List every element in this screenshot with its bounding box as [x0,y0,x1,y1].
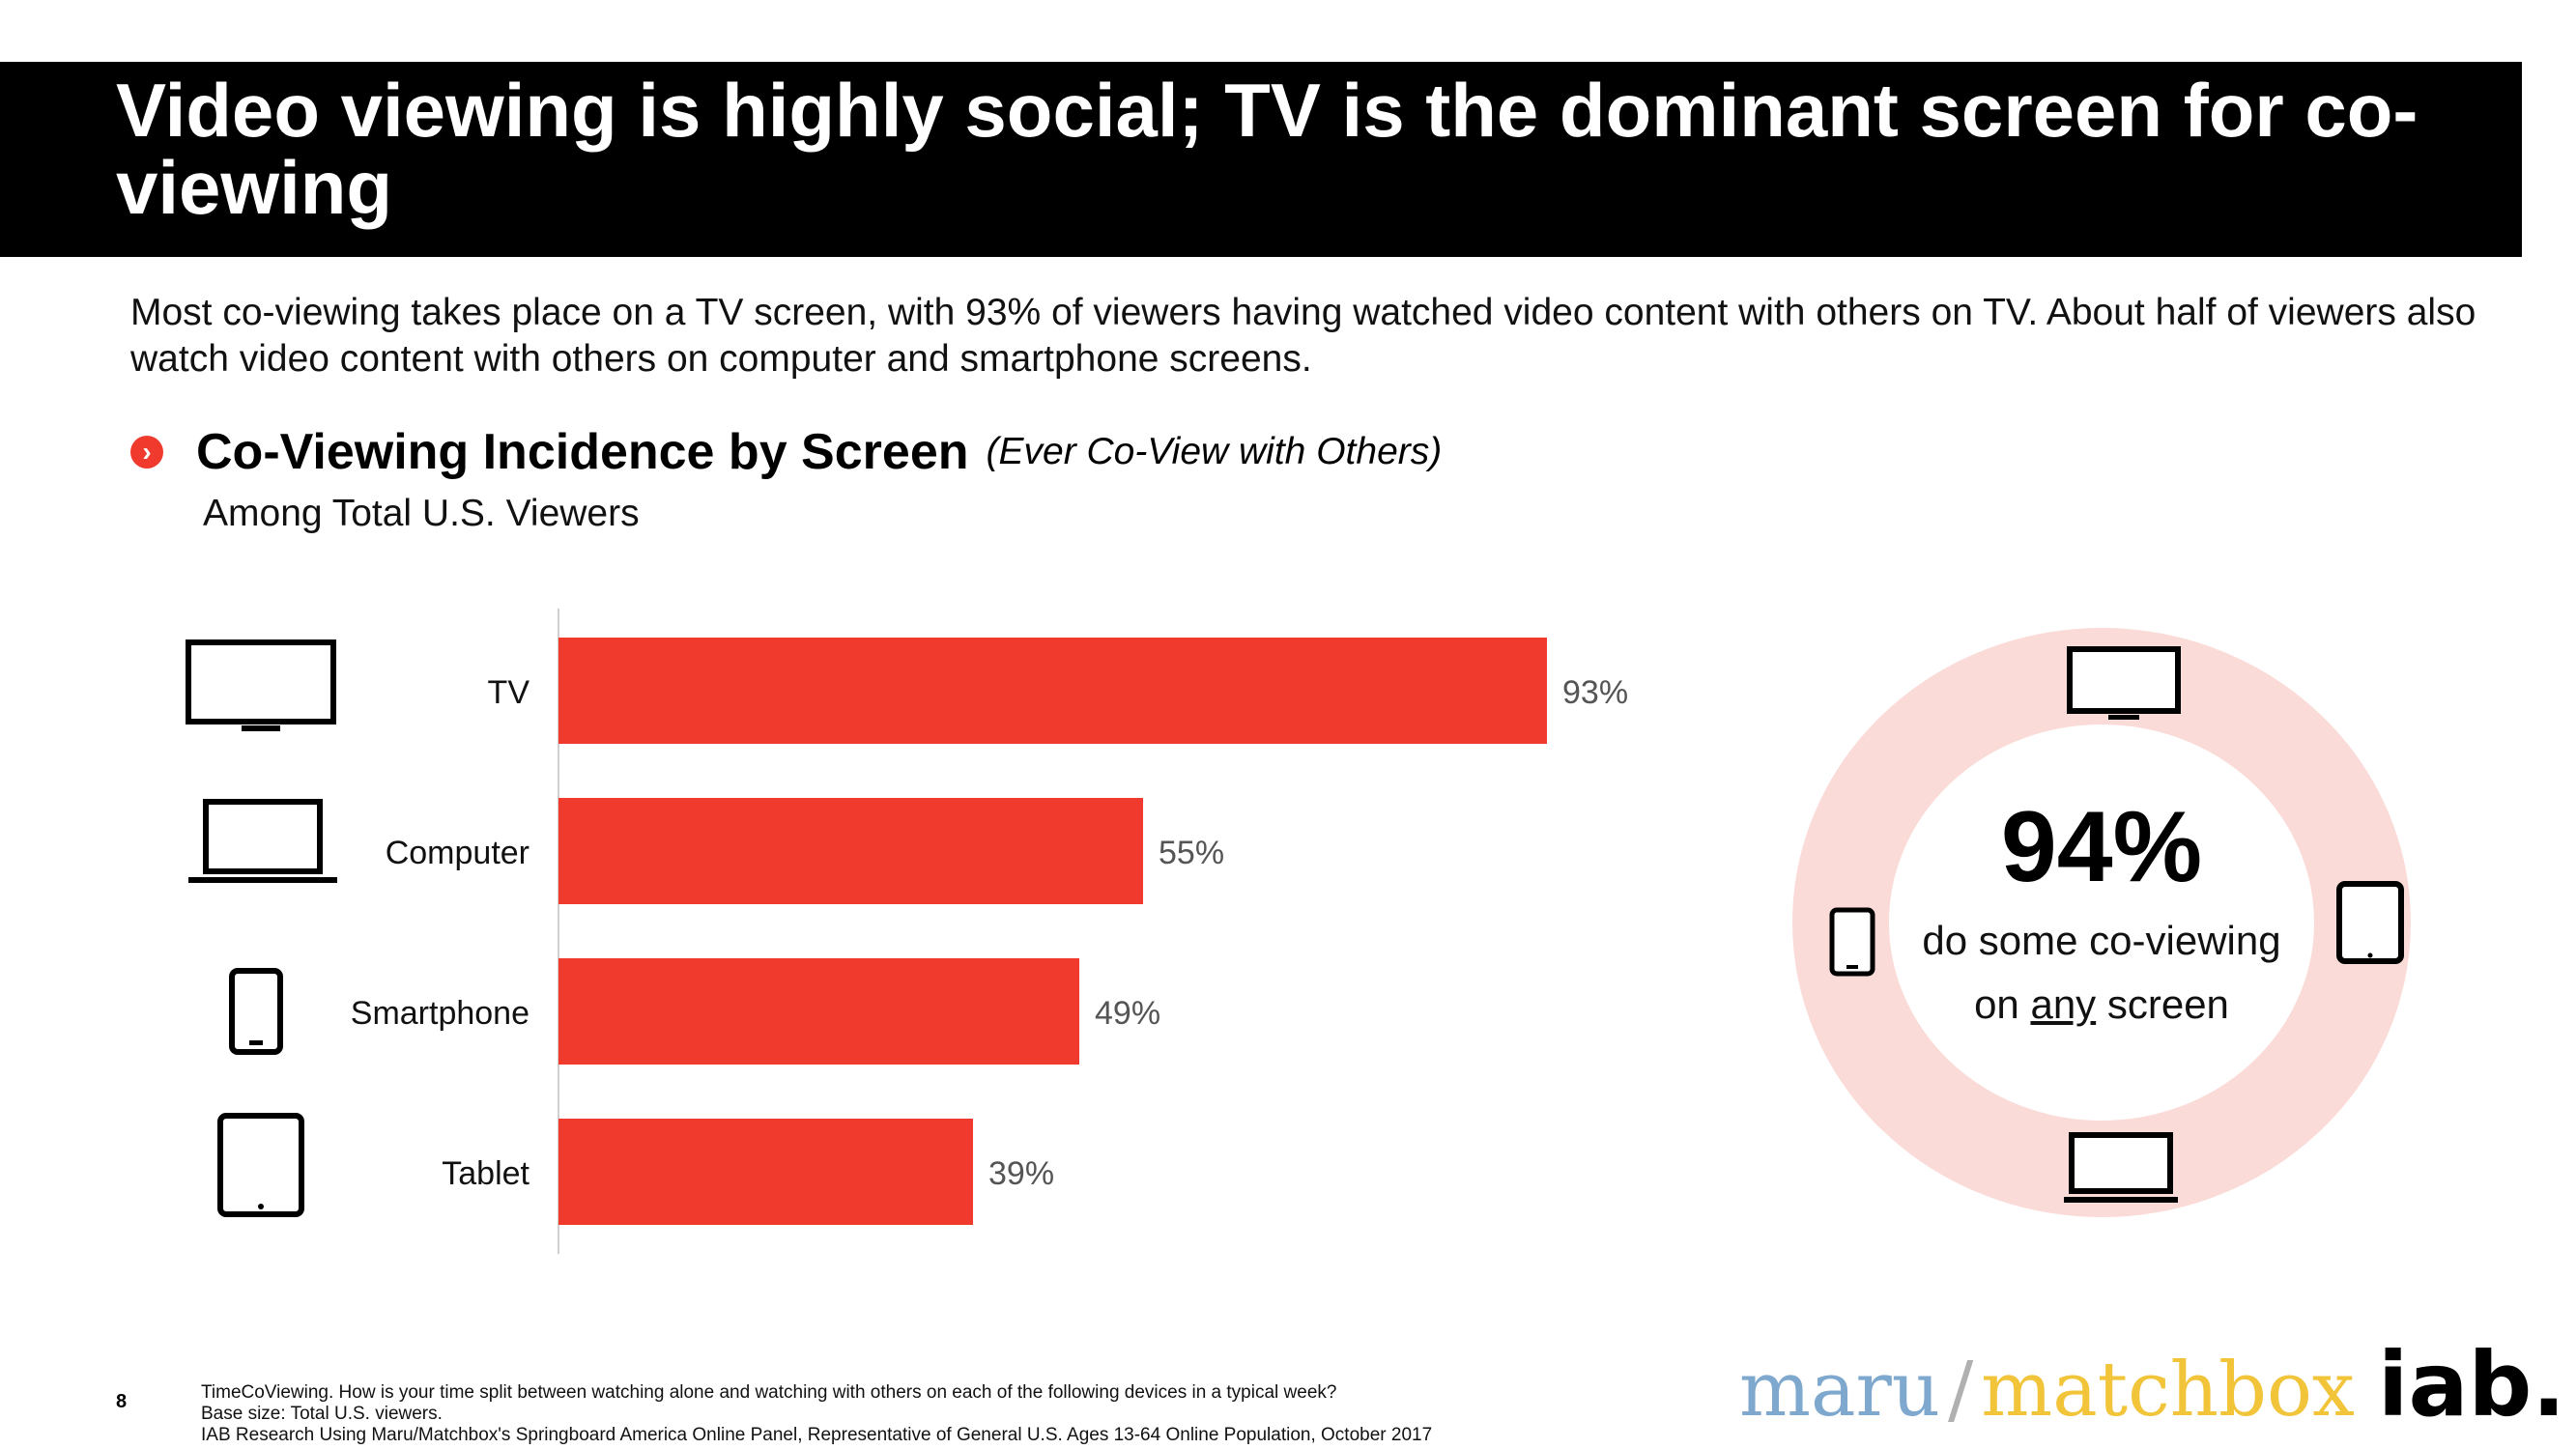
smartphone-icon [1829,907,1875,977]
base-label: Among Total U.S. Viewers [203,493,640,534]
page-title: Video viewing is highly social; TV is th… [116,68,2419,230]
maru-logo: maru [1739,1347,1940,1434]
chevron-right-icon: › [130,436,163,469]
category-label: Smartphone [351,995,530,1032]
category-label: TV [488,674,530,711]
matchbox-logo: matchbox [1981,1347,2355,1434]
smartphone-icon [229,968,283,1055]
section-header: › Co-Viewing Incidence by Screen (Ever C… [130,418,1442,486]
laptop-icon [2064,1132,2178,1203]
callout-ring: 94% do some co-viewing on any screen [1788,628,2416,1217]
bar [558,798,1143,904]
tv-icon [2067,646,2181,720]
title-bar: Video viewing is highly social; TV is th… [0,62,2522,257]
data-label: 55% [1159,835,1224,871]
category-label: Tablet [442,1155,530,1192]
partner-logos: maru / matchbox iab. [1739,1333,2565,1436]
tv-icon [186,639,336,731]
section-qualifier: (Ever Co-View with Others) [986,431,1443,472]
summary-text: Most co-viewing takes place on a TV scre… [130,292,2476,380]
page-number: 8 [116,1391,128,1412]
tablet-icon [2336,881,2404,964]
bar [558,638,1547,744]
iab-logo: iab. [2377,1333,2566,1436]
section-title: Co-Viewing Incidence by Screen [196,424,969,480]
callout-line2-post: screen [2096,981,2229,1027]
callout-line2-pre: on [1974,981,2031,1027]
bar [558,958,1079,1065]
callout-line2: on any screen [1788,981,2416,1028]
category-label: Computer [386,835,530,871]
data-label: 39% [988,1155,1054,1192]
ring-graphic [1792,628,2411,1217]
callout-line1: do some co-viewing [1922,918,2281,963]
footnote-line: TimeCoViewing. How is your time split be… [201,1382,1337,1403]
data-label: 93% [1562,674,1628,711]
data-label: 49% [1095,995,1160,1032]
laptop-icon [188,799,337,883]
footnote: TimeCoViewing. How is your time split be… [201,1382,1432,1446]
bar-chart: TV 93% Computer 55% Smartphone 49% Tablet 39% [186,609,1628,1254]
callout-line2-emphasis: any [2030,981,2097,1027]
bar [558,1119,973,1225]
logo-separator: / [1948,1347,1974,1434]
callout-value: 94% [2000,791,2203,903]
tablet-icon [217,1113,304,1217]
footnote-line: IAB Research Using Maru/Matchbox's Sprin… [201,1425,1433,1445]
footnote-line: Base size: Total U.S. viewers. [201,1404,443,1424]
